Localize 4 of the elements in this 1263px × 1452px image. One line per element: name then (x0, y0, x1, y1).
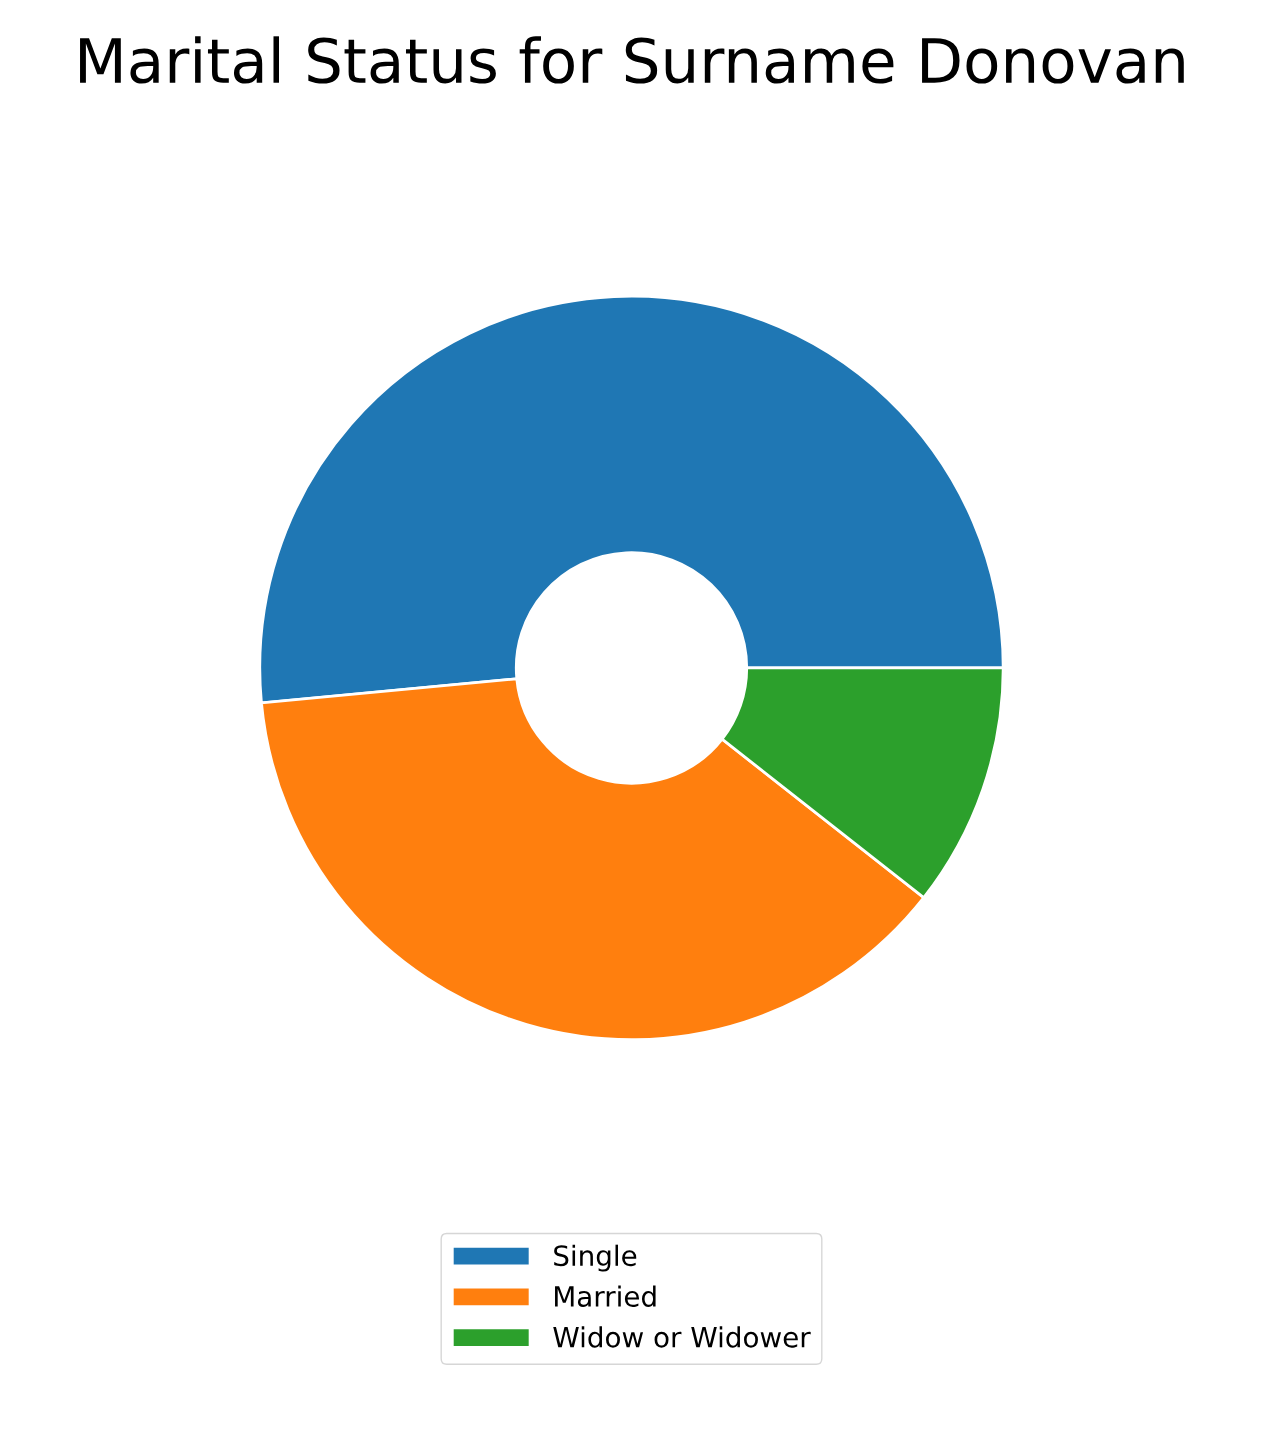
legend-label: Widow or Widower (553, 1326, 811, 1348)
legend-label: Single (554, 1244, 637, 1272)
legend-label: Married (555, 1285, 656, 1307)
chart-title: Marital Status for Surname Donovan (80, 36, 1184, 84)
